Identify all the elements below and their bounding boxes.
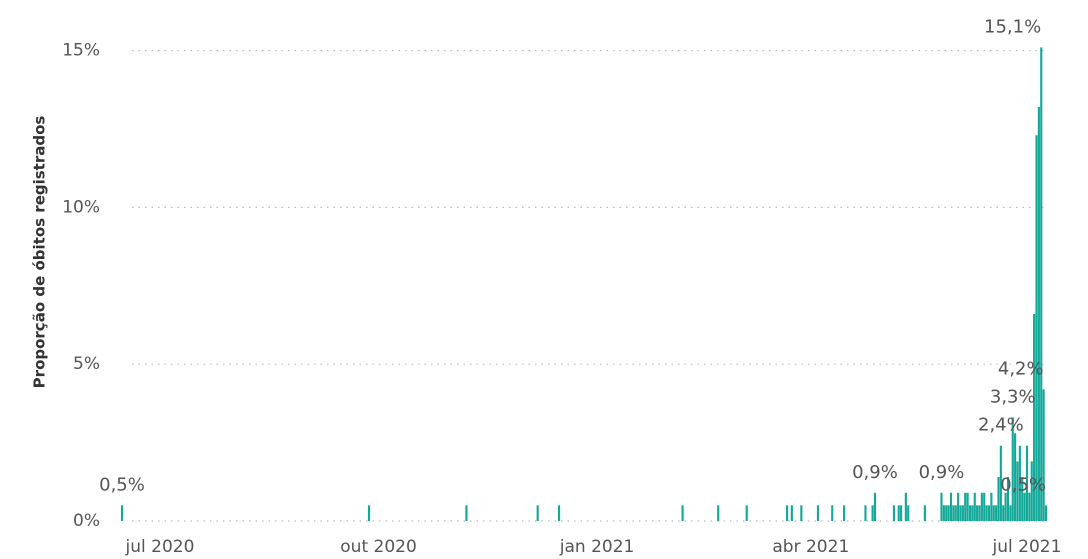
x-tick-label: out 2020 bbox=[340, 537, 417, 557]
bar bbox=[816, 505, 820, 521]
bar bbox=[465, 505, 468, 521]
y-tick-label: 15% bbox=[62, 41, 100, 61]
bar bbox=[957, 492, 960, 521]
bar bbox=[681, 505, 684, 521]
bar bbox=[536, 505, 539, 521]
bar bbox=[120, 505, 124, 521]
bar bbox=[990, 492, 993, 521]
bar bbox=[367, 505, 371, 521]
bar bbox=[1030, 461, 1033, 521]
bar bbox=[1037, 107, 1040, 521]
bar bbox=[966, 492, 969, 521]
bar bbox=[786, 505, 789, 521]
bar bbox=[790, 505, 793, 521]
value-label: 4,2% bbox=[998, 358, 1044, 379]
bar bbox=[980, 492, 983, 521]
bar bbox=[1028, 492, 1031, 521]
bar bbox=[831, 505, 834, 521]
value-label: 15,1% bbox=[984, 16, 1041, 37]
bar bbox=[745, 505, 748, 521]
bar bbox=[940, 492, 943, 521]
bar bbox=[1009, 505, 1012, 521]
value-label: 0,9% bbox=[852, 462, 898, 483]
bar bbox=[904, 492, 907, 521]
bar bbox=[1018, 445, 1021, 521]
bar bbox=[1006, 477, 1010, 521]
bar bbox=[717, 505, 720, 521]
value-label: 2,4% bbox=[978, 415, 1024, 436]
value-label: 0,5% bbox=[99, 474, 145, 495]
bar bbox=[800, 505, 803, 521]
y-tick-label: 10% bbox=[62, 197, 100, 217]
bar bbox=[557, 505, 561, 521]
x-tick-label: abr 2021 bbox=[772, 537, 849, 557]
bar bbox=[873, 492, 877, 521]
bar bbox=[997, 477, 1000, 521]
bar bbox=[923, 505, 926, 521]
bar bbox=[949, 492, 953, 521]
bar bbox=[1035, 135, 1038, 521]
bar bbox=[973, 492, 976, 521]
bar bbox=[959, 505, 962, 521]
bar bbox=[999, 445, 1002, 521]
bar bbox=[892, 505, 896, 521]
bar bbox=[907, 505, 910, 521]
bar bbox=[900, 505, 903, 521]
bar bbox=[1021, 477, 1024, 521]
bar bbox=[983, 492, 986, 521]
bar bbox=[1044, 505, 1048, 521]
bar bbox=[1004, 492, 1007, 521]
bar bbox=[1025, 445, 1029, 521]
bar bbox=[897, 505, 900, 521]
bar bbox=[945, 505, 948, 521]
bar bbox=[1014, 433, 1017, 521]
bar bbox=[942, 505, 945, 521]
bar bbox=[968, 505, 972, 521]
bar bbox=[1023, 492, 1026, 521]
y-tick-label: 0% bbox=[73, 511, 100, 531]
bar bbox=[1033, 314, 1036, 521]
x-tick-label: jul 2021 bbox=[992, 537, 1062, 557]
value-label: 0,9% bbox=[919, 462, 965, 483]
bar bbox=[843, 505, 846, 521]
bar bbox=[864, 505, 867, 521]
bar bbox=[1016, 461, 1019, 521]
bar bbox=[871, 505, 874, 521]
bar bbox=[1002, 505, 1005, 521]
bar bbox=[964, 492, 967, 521]
bar bbox=[971, 505, 974, 521]
y-axis-title: Proporção de óbitos registrados bbox=[31, 116, 49, 389]
bar bbox=[961, 505, 964, 521]
value-label: 0,5% bbox=[1000, 474, 1046, 495]
bar bbox=[1040, 47, 1043, 522]
bar bbox=[952, 505, 955, 521]
x-tick-label: jul 2020 bbox=[125, 537, 195, 557]
bar bbox=[954, 505, 957, 521]
bar bbox=[987, 505, 991, 521]
x-tick-label: jan 2021 bbox=[559, 537, 635, 557]
bar bbox=[1011, 417, 1014, 521]
bar bbox=[978, 505, 981, 521]
y-tick-label: 5% bbox=[73, 354, 100, 374]
bar bbox=[1042, 389, 1045, 521]
bar bbox=[985, 505, 988, 521]
bar bbox=[992, 505, 995, 521]
bar bbox=[995, 505, 998, 521]
value-label: 3,3% bbox=[990, 387, 1036, 408]
bar bbox=[947, 505, 950, 521]
bar bbox=[976, 505, 979, 521]
